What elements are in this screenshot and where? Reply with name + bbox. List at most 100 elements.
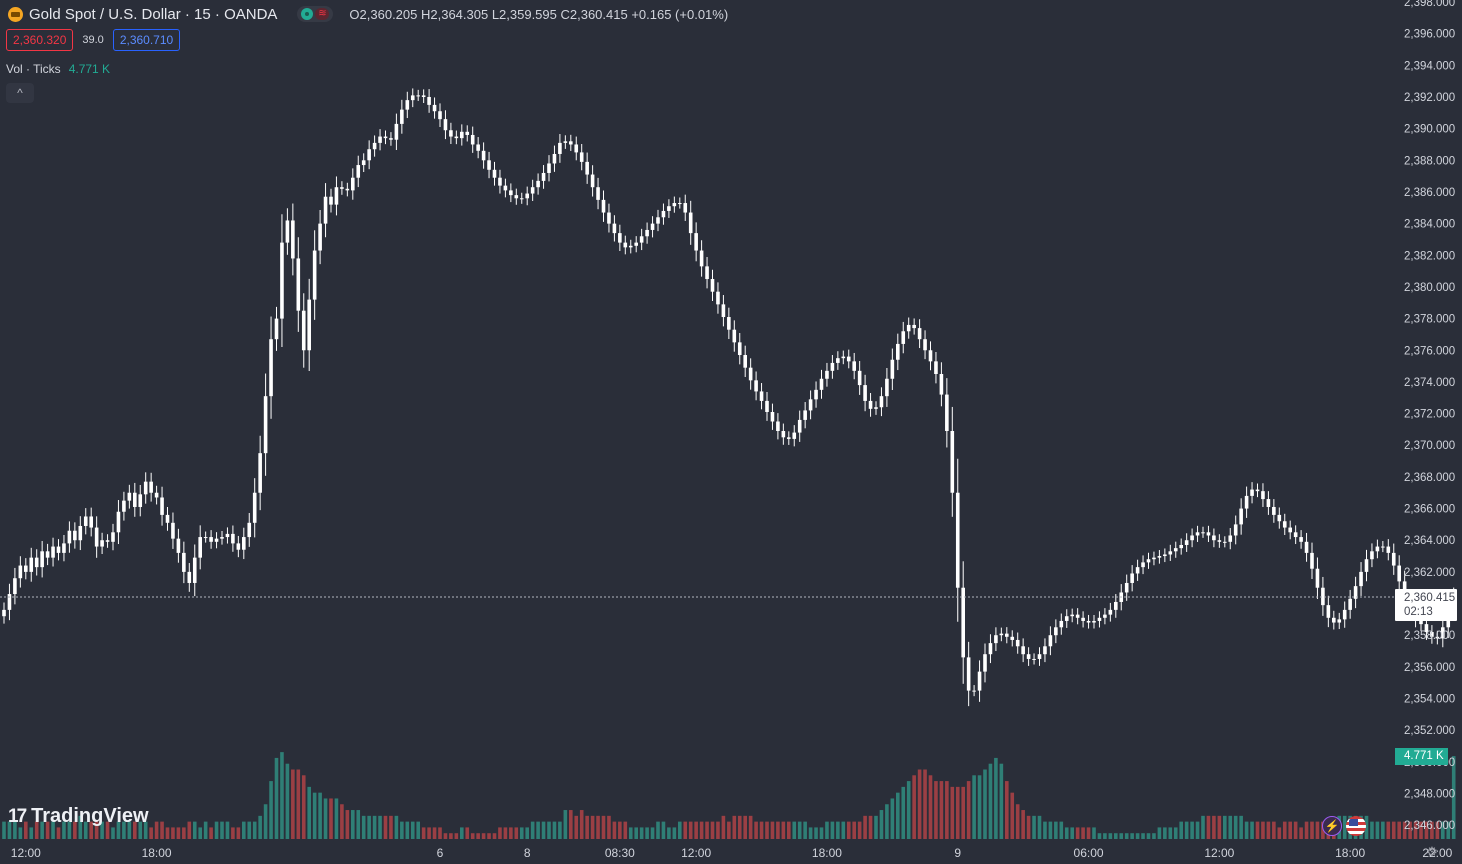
candle-body xyxy=(639,236,644,243)
candle-body xyxy=(323,196,328,224)
volume-bar xyxy=(1419,821,1423,839)
candle xyxy=(955,458,960,622)
time-axis-label: 8 xyxy=(524,846,531,860)
candle xyxy=(966,641,971,707)
candle-body xyxy=(498,177,502,186)
candle-body xyxy=(1108,609,1113,615)
candle xyxy=(372,135,377,157)
candle xyxy=(1070,608,1074,623)
candle xyxy=(454,130,459,145)
candle-body xyxy=(928,350,933,362)
candle-body xyxy=(1266,499,1271,507)
symbol-title[interactable]: Gold Spot / U.S. Dollar · 15 · OANDA xyxy=(29,5,278,23)
volume-bar xyxy=(525,827,529,839)
candle-body xyxy=(1103,614,1107,618)
candle-body xyxy=(830,362,835,371)
candle-body xyxy=(187,571,192,583)
us-flag-icon[interactable] xyxy=(1346,816,1366,836)
candle-body xyxy=(634,242,638,246)
volume-bar xyxy=(863,815,867,839)
volume-bar xyxy=(1408,821,1412,839)
time-axis-label: 6 xyxy=(437,846,444,860)
price-axis-label: 2,352.000 xyxy=(1404,725,1455,737)
volume-bar xyxy=(579,810,584,839)
data-delay-icon[interactable]: ≋ xyxy=(315,8,330,20)
volume-bar xyxy=(737,815,742,839)
volume-bar xyxy=(514,827,519,839)
candle xyxy=(716,282,720,314)
candle-body xyxy=(1288,527,1292,533)
candle-body xyxy=(552,153,557,164)
candle xyxy=(1250,482,1254,504)
volume-bar xyxy=(808,827,813,839)
candle-body xyxy=(945,394,949,431)
candle-body xyxy=(1010,636,1015,640)
lightning-icon[interactable]: ⚡ xyxy=(1322,816,1342,836)
candle xyxy=(1217,534,1222,548)
price-axis-label: 2,376.000 xyxy=(1404,345,1455,357)
buy-button[interactable]: 2,360.710 xyxy=(112,29,181,51)
candle xyxy=(269,316,273,419)
candle-body xyxy=(999,633,1004,636)
collapse-legend-button[interactable]: ^ xyxy=(6,83,34,103)
price-axis[interactable]: 2,346.0002,348.0002,350.0002,352.0002,35… xyxy=(1404,0,1455,832)
candle-body xyxy=(983,654,987,672)
settings-gear-icon[interactable]: ⚙ xyxy=(1426,844,1438,859)
time-axis[interactable]: 12:00 18:00 6 8 08:30 12:00 18:00 9 06:00 12:00 18… xyxy=(11,846,1453,860)
sell-button[interactable]: 2,360.320 xyxy=(6,29,74,51)
time-axis-label: 12:00 xyxy=(681,846,711,860)
volume-bar xyxy=(56,827,61,839)
candle-body xyxy=(961,587,965,658)
candle-body xyxy=(852,361,856,371)
candle-body xyxy=(737,342,742,356)
candle-body xyxy=(40,551,44,568)
candle xyxy=(1168,544,1173,561)
market-open-icon[interactable] xyxy=(301,8,314,20)
candle-body xyxy=(1261,491,1265,500)
candle-body xyxy=(280,242,284,319)
candle xyxy=(797,410,802,442)
candle xyxy=(1430,625,1434,644)
candle-body xyxy=(1054,627,1058,636)
price-axis-label: 2,368.000 xyxy=(1404,472,1455,484)
volume-bar xyxy=(94,821,99,839)
volume-bar xyxy=(803,821,807,839)
volume-bar xyxy=(830,821,835,839)
candle xyxy=(427,89,431,113)
market-status-pill[interactable]: ≋ xyxy=(297,6,334,22)
candle-body xyxy=(242,537,246,550)
candle-body xyxy=(1223,541,1227,543)
candle-body xyxy=(1005,633,1009,637)
volume-bar xyxy=(1266,821,1271,839)
tradingview-logo[interactable]: 17 TradingView xyxy=(8,805,149,828)
volume-bar xyxy=(770,821,775,839)
volume-bar xyxy=(1048,821,1053,839)
candle-body xyxy=(405,100,410,110)
candle-body xyxy=(1255,489,1260,492)
volume-bar xyxy=(819,827,824,839)
candle-body xyxy=(116,511,121,533)
volume-bar xyxy=(1124,833,1129,839)
candle xyxy=(340,181,344,195)
candle xyxy=(509,183,513,203)
candle-body xyxy=(890,359,895,379)
volume-legend[interactable]: Vol · Ticks 4.771 K xyxy=(6,62,110,76)
candle-body xyxy=(263,396,268,454)
time-axis-label: 9 xyxy=(954,846,961,860)
time-axis-label: 18:00 xyxy=(812,846,842,860)
volume-bar xyxy=(367,815,371,839)
volume-bar xyxy=(645,827,649,839)
candle-body xyxy=(765,400,769,413)
volume-bar xyxy=(242,821,246,839)
candle xyxy=(1261,483,1265,507)
volume-bar xyxy=(1239,815,1243,839)
candle xyxy=(1005,627,1009,644)
candle xyxy=(585,152,589,184)
volume-bar xyxy=(192,821,197,839)
volume-bar xyxy=(1255,821,1260,839)
candle-body xyxy=(1037,654,1042,659)
candle xyxy=(503,178,508,198)
volume-bar xyxy=(40,821,44,839)
candle-body xyxy=(1397,565,1401,582)
